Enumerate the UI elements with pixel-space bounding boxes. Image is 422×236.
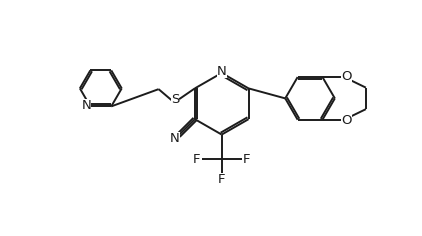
Text: O: O [341, 70, 352, 83]
Text: F: F [193, 153, 200, 166]
Text: N: N [217, 65, 227, 78]
Text: O: O [341, 114, 352, 127]
Text: N: N [170, 132, 180, 145]
Text: S: S [171, 93, 179, 106]
Text: F: F [243, 153, 250, 166]
Text: F: F [218, 173, 225, 186]
Text: N: N [81, 99, 91, 112]
